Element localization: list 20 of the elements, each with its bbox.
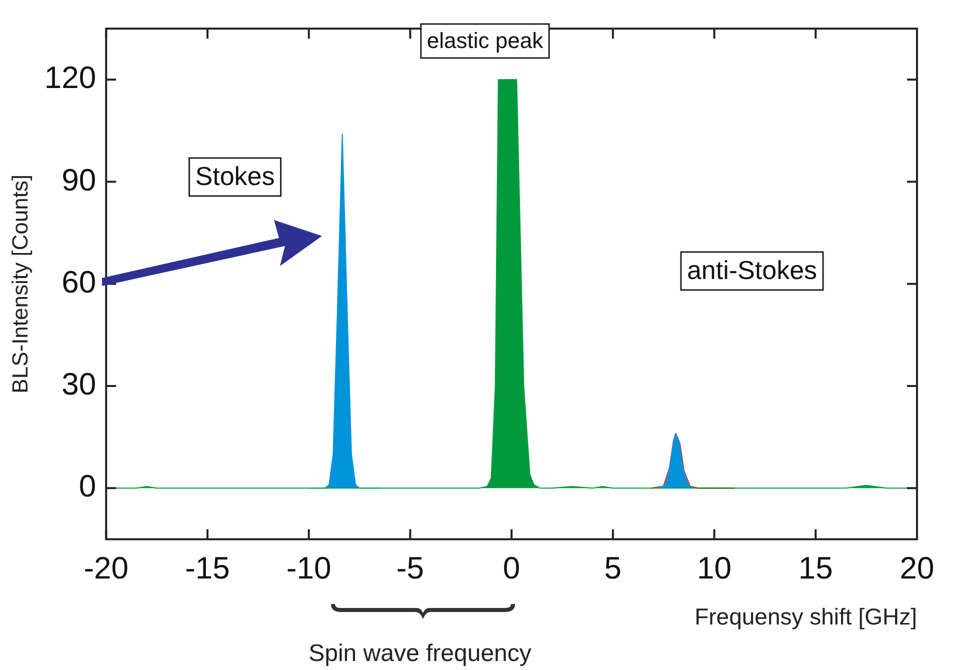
y-axis-title: BLS-Intensity [Counts] [7, 174, 32, 394]
x-tick-label: -20 [84, 550, 129, 586]
x-tick-label: 0 [502, 550, 520, 586]
annotation: elastic peak [426, 28, 544, 54]
y-tick-label: 60 [62, 264, 96, 300]
x-tick-label: -10 [286, 550, 332, 586]
text: Spin wave frequency [308, 640, 532, 668]
y-tick-label: 120 [44, 60, 96, 96]
x-tick-label: 15 [798, 550, 833, 586]
x-tick-label: -15 [185, 550, 230, 586]
x-tick-label: 10 [697, 550, 732, 586]
x-tick-label: 20 [900, 550, 934, 586]
y-tick-label: 0 [78, 468, 96, 504]
x-tick-label: -5 [396, 550, 424, 586]
annotation: anti-Stokes [686, 255, 818, 286]
x-axis-title: Frequensy shift [GHz] [694, 604, 917, 630]
x-tick-label: 5 [604, 550, 622, 586]
y-tick-label: 30 [62, 366, 96, 402]
y-tick-label: 90 [62, 162, 96, 198]
annotation: Stokes [195, 161, 275, 192]
